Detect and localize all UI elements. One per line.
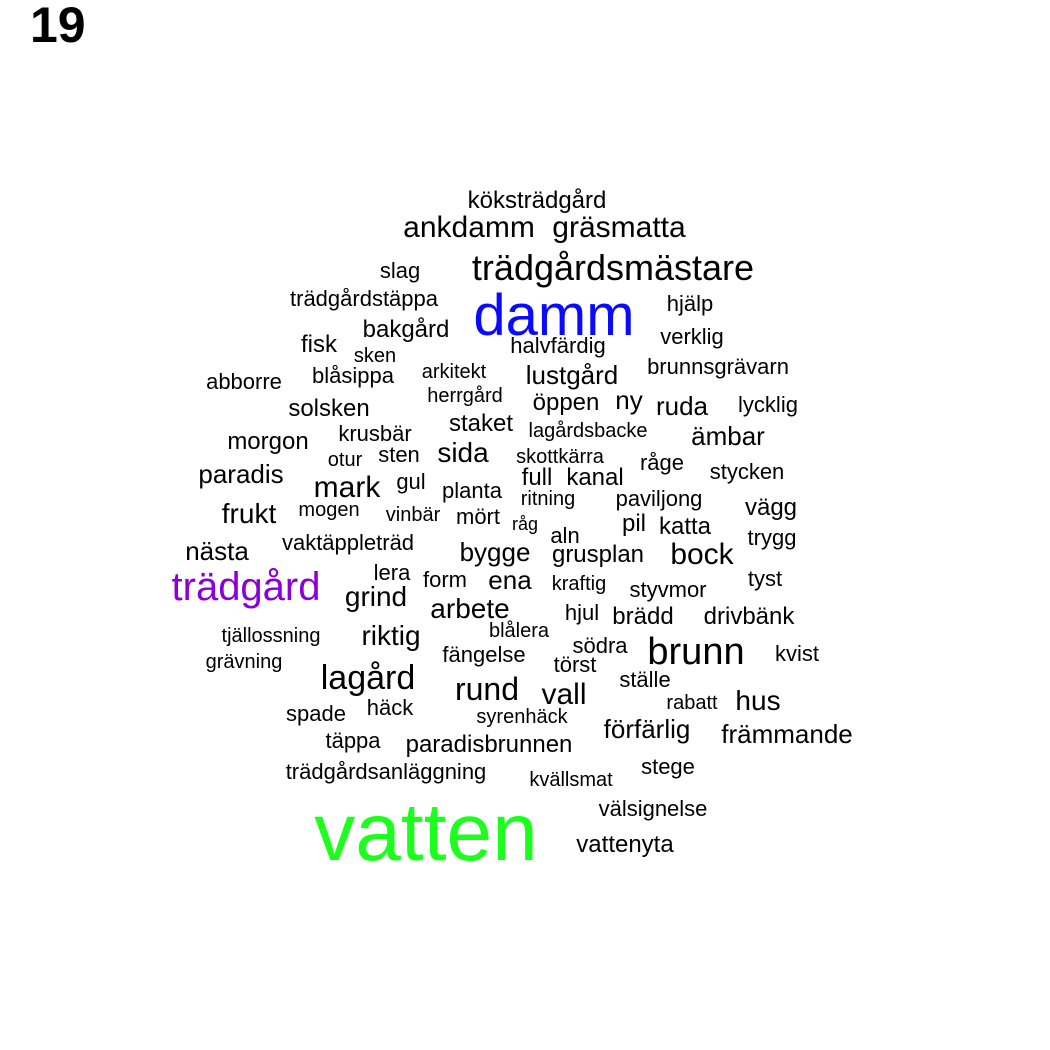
word-cloud-word: sida [437, 439, 488, 467]
word-cloud-word: råg [512, 515, 538, 533]
word-cloud-word: stege [641, 756, 695, 778]
word-cloud-word: bock [670, 540, 733, 570]
word-cloud-word: pil [622, 512, 646, 536]
word-cloud-word: gräsmatta [552, 213, 685, 243]
word-cloud-word: köksträdgård [468, 189, 607, 213]
word-cloud-word: brunnsgrävarn [647, 356, 789, 378]
word-cloud-word: vaktäppleträd [282, 532, 414, 554]
word-cloud-word: öppen [533, 391, 600, 415]
word-cloud-word: trädgårdsanläggning [286, 761, 487, 783]
word-cloud-word: solsken [288, 397, 369, 421]
word-cloud-word: brädd [612, 605, 673, 629]
word-cloud-word: frukt [222, 500, 276, 528]
word-cloud-word: paradisbrunnen [406, 733, 573, 757]
word-cloud-word: nästa [185, 538, 249, 564]
word-cloud-word: lagårdsbacke [529, 421, 648, 441]
word-cloud-word: arbete [430, 595, 509, 623]
word-cloud-word: spade [286, 703, 346, 725]
word-cloud-word: lycklig [738, 394, 798, 416]
word-cloud-word: paviljong [616, 488, 703, 510]
word-cloud-word: staket [449, 412, 513, 436]
word-cloud-word: grusplan [552, 543, 644, 567]
word-cloud-word: verklig [660, 326, 724, 348]
word-cloud-word: råge [640, 452, 684, 474]
word-cloud-word: fisk [301, 333, 337, 357]
word-cloud-word: blåsippa [312, 365, 394, 387]
word-cloud-word: förfärlig [604, 716, 691, 742]
word-cloud-word: rabatt [666, 693, 717, 713]
word-cloud-word: trygg [748, 527, 797, 549]
word-cloud-word: mogen [298, 500, 359, 520]
word-cloud-word: stycken [710, 461, 785, 483]
word-cloud-word: blålera [489, 621, 549, 641]
word-cloud-word: kraftig [552, 574, 606, 594]
word-cloud-word: kvällsmat [529, 770, 612, 790]
word-cloud-word: full [522, 466, 553, 490]
word-cloud-word: täppa [325, 730, 380, 752]
word-cloud-word: ställe [619, 669, 670, 691]
word-cloud-word: grävning [206, 652, 283, 672]
word-cloud-word: drivbänk [704, 605, 795, 629]
word-cloud-word: ena [488, 567, 531, 593]
word-cloud-word: trädgårdsmästare [472, 250, 754, 286]
word-cloud-word: vatten [314, 792, 537, 874]
word-cloud-word: rund [455, 673, 519, 705]
word-cloud-word: styvmor [630, 579, 707, 601]
word-cloud-word: herrgård [427, 386, 503, 406]
word-cloud-word: riktig [361, 622, 420, 650]
word-cloud-word: främmande [721, 721, 853, 747]
word-cloud-word: paradis [198, 461, 283, 487]
word-cloud-word: morgon [227, 430, 308, 454]
word-cloud-word: välsignelse [599, 798, 708, 820]
word-cloud-word: abborre [206, 371, 282, 393]
word-cloud-word: kvist [775, 643, 819, 665]
word-cloud-word: ruda [656, 393, 708, 419]
word-cloud-word: trädgård [172, 567, 321, 607]
word-cloud-word: vattenyta [576, 833, 673, 857]
word-cloud-word: hjälp [667, 293, 713, 315]
word-cloud-word: vägg [745, 496, 797, 520]
word-cloud-word: brunn [647, 633, 744, 671]
word-cloud-word: vinbär [386, 505, 440, 525]
word-cloud-word: mört [456, 506, 500, 528]
word-cloud-word: lustgård [526, 362, 619, 388]
word-cloud-word: bakgård [363, 318, 450, 342]
word-cloud-word: bygge [460, 539, 531, 565]
word-cloud-word: ankdamm [403, 213, 535, 243]
word-cloud-word: slag [380, 260, 420, 282]
word-cloud-word: fängelse [442, 644, 525, 666]
word-cloud-word: tyst [748, 568, 782, 590]
word-cloud-word: gul [396, 471, 425, 493]
word-cloud-word: arkitekt [422, 362, 486, 382]
word-cloud-word: otur [328, 450, 362, 470]
word-cloud-word: sten [378, 444, 420, 466]
word-cloud-word: ritning [521, 489, 575, 509]
word-cloud-word: planta [442, 480, 502, 502]
word-cloud-word: halvfärdig [510, 335, 605, 357]
word-cloud-word: ämbar [691, 423, 765, 449]
word-cloud-word: tjällossning [222, 626, 321, 646]
word-cloud-word: törst [554, 654, 597, 676]
word-cloud-word: lagård [321, 661, 416, 695]
word-cloud-word: trädgårdstäppa [290, 288, 438, 310]
word-cloud-word: grind [345, 583, 407, 611]
word-cloud-word: hus [735, 687, 780, 715]
word-cloud-word: form [423, 569, 467, 591]
word-cloud-word: hjul [565, 602, 599, 624]
word-cloud-word: katta [659, 515, 711, 539]
word-cloud-word: ny [615, 387, 642, 413]
word-cloud-word: häck [367, 697, 413, 719]
word-cloud-word: syrenhäck [476, 707, 567, 727]
